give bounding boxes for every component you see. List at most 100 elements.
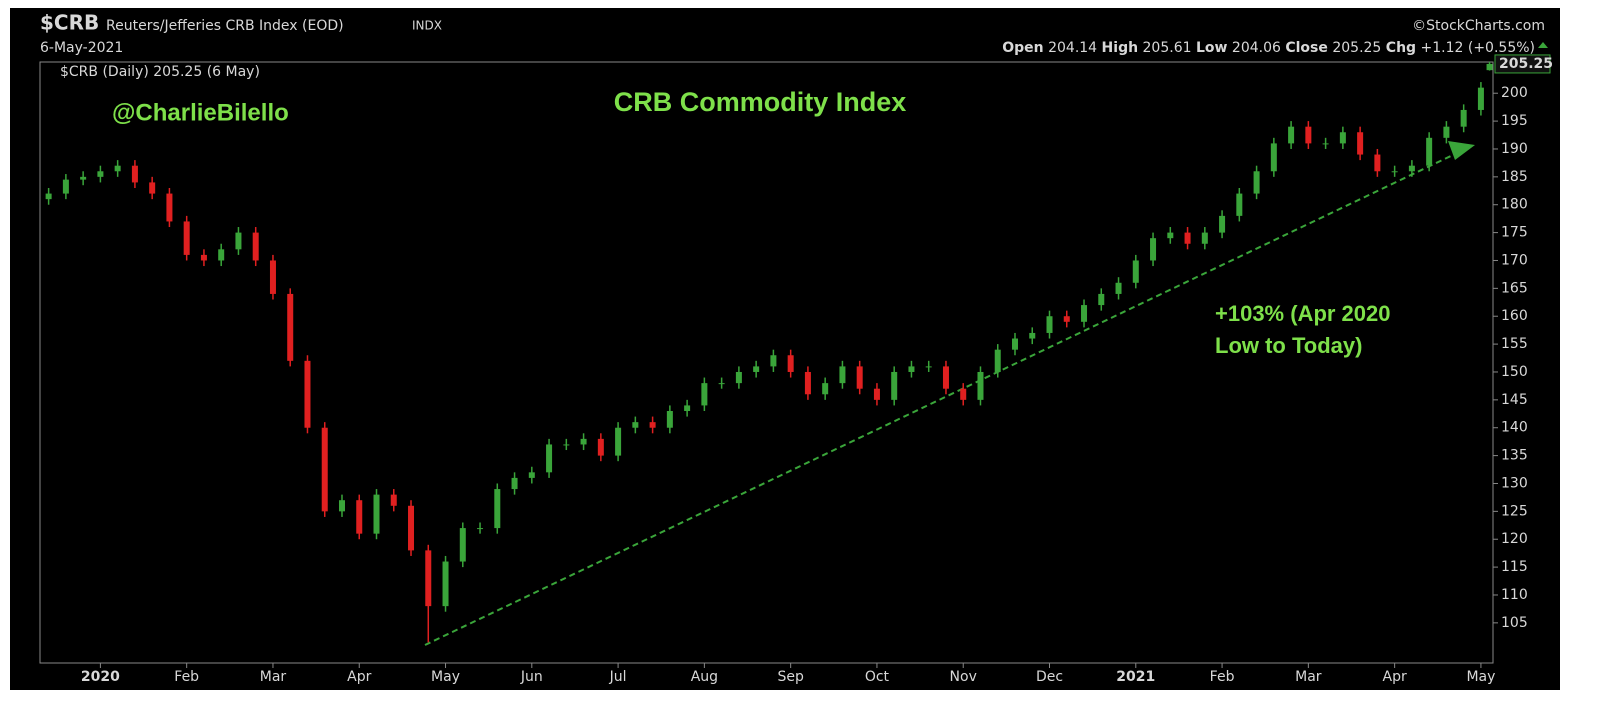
up-arrow (1538, 42, 1548, 48)
candle-body (1011, 338, 1018, 350)
candle-body (856, 366, 863, 389)
legend: $CRB (Daily) 205.25 (6 May) (60, 64, 260, 80)
candle-body (1201, 232, 1208, 244)
candle-body (1081, 305, 1088, 322)
candle-body (477, 528, 484, 530)
candle-body (1167, 232, 1174, 239)
candle-body (1391, 171, 1398, 173)
candle-body (994, 349, 1001, 372)
x-tick-label: 2020 (81, 669, 120, 685)
x-tick-label: Jun (520, 669, 543, 685)
candle-body (235, 232, 242, 250)
y-tick-label: 130 (1501, 475, 1528, 491)
y-tick-label: 125 (1501, 503, 1528, 519)
last-value-label: 205.25 (1499, 56, 1553, 72)
candle-body (908, 366, 915, 372)
candle-body (735, 371, 742, 384)
candle-body (80, 176, 87, 180)
candle-body (442, 561, 449, 607)
last-value-box (1494, 54, 1551, 74)
candle-body (942, 366, 949, 389)
candle-body (511, 477, 518, 490)
candle-body (269, 260, 276, 294)
x-tick-label: Apr (1383, 669, 1407, 685)
x-tick-label: Feb (174, 669, 199, 685)
y-tick-label: 115 (1501, 559, 1528, 575)
date: 6-May-2021 (40, 40, 123, 56)
plot-frame (39, 61, 1494, 664)
candle-body (1374, 154, 1381, 172)
candle-body (960, 388, 967, 400)
candle-body (770, 355, 777, 367)
annotation: Low to Today) (1215, 333, 1362, 358)
y-tick-label: 105 (1501, 615, 1528, 631)
candle-body (528, 472, 535, 478)
candle-body (977, 371, 984, 400)
candle-body (1426, 137, 1433, 166)
y-tick-label: 145 (1501, 392, 1528, 408)
candle-body (804, 371, 811, 395)
x-tick-label: May (431, 669, 460, 685)
symbol: $CRB (40, 11, 99, 35)
x-tick-label: Apr (347, 669, 371, 685)
y-tick-label: 195 (1501, 113, 1528, 129)
x-tick-label: Nov (950, 669, 977, 685)
candle-body (131, 165, 138, 183)
candle-body (718, 383, 725, 385)
chart-title: CRB Commodity Index (614, 87, 907, 117)
candle-body (97, 171, 104, 177)
annotation: @CharlieBilello (112, 99, 289, 126)
candle-body (338, 500, 345, 512)
candle-body (356, 500, 363, 534)
candle-body (649, 422, 656, 428)
candle-body (1270, 143, 1277, 172)
candle-body (822, 383, 829, 395)
y-tick-label: 150 (1501, 364, 1528, 380)
source: ©StockCharts.com (1412, 18, 1545, 34)
close-value: 205.25 (1332, 40, 1381, 56)
candle-body (597, 438, 604, 456)
high-label: High (1102, 40, 1139, 56)
candle-body (839, 366, 846, 384)
candle-body (1184, 232, 1191, 244)
y-tick-label: 165 (1501, 280, 1528, 296)
candle-body (1305, 126, 1312, 144)
candle-body (632, 422, 639, 428)
candle-body (1236, 193, 1243, 216)
trend-line (424, 153, 1456, 646)
candle-body (425, 550, 432, 607)
candle-body (1132, 260, 1139, 283)
candle-body (114, 165, 121, 172)
x-tick-label: 2021 (1116, 669, 1155, 685)
candle-body (701, 383, 708, 406)
y-tick-label: 175 (1501, 225, 1528, 241)
x-tick-label: Sep (777, 669, 804, 685)
chg-value: +1.12 (+0.55%) (1421, 40, 1535, 56)
candle-body (1253, 171, 1260, 194)
x-tick-label: May (1466, 669, 1495, 685)
candle-body (459, 528, 466, 562)
ohlc-line: Open 204.14 High 205.61 Low 204.06 Close… (1002, 40, 1535, 56)
candle-body (891, 371, 898, 400)
candle-body (684, 405, 691, 412)
candle-body (408, 505, 415, 551)
candle-body (1357, 132, 1364, 155)
y-tick-label: 190 (1501, 141, 1528, 157)
candle-body (62, 179, 69, 194)
candle-body (787, 355, 794, 372)
candle-body (1046, 316, 1053, 333)
candle-body (1477, 87, 1484, 110)
candle-body (183, 221, 190, 255)
candle-body (252, 232, 259, 261)
candle-body (1219, 215, 1226, 233)
x-tick-label: Dec (1036, 669, 1063, 685)
candle-body (1029, 332, 1036, 339)
candle-body (1408, 165, 1415, 172)
candle-body (1115, 282, 1122, 294)
candle-body (149, 182, 156, 194)
index-name: Reuters/Jefferies CRB Index (EOD) (106, 18, 344, 34)
candle-body (1486, 63, 1493, 71)
y-tick-label: 140 (1501, 420, 1528, 436)
candle-body (304, 360, 311, 428)
open-value: 204.14 (1048, 40, 1097, 56)
